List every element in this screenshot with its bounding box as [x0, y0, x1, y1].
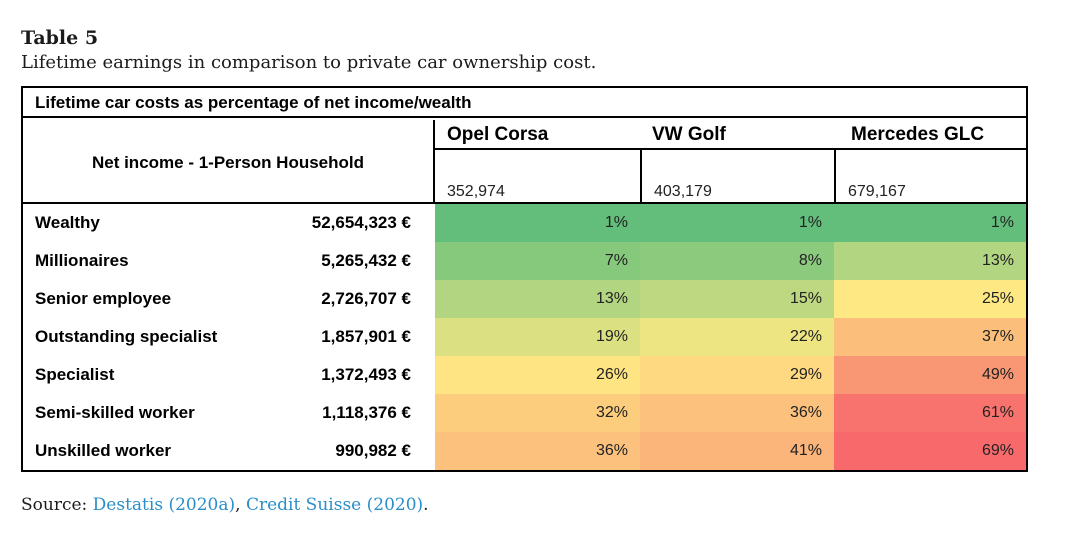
table-caption: Table 5 Lifetime earnings in comparison …: [21, 26, 596, 75]
table-row: Specialist 1,372,493 € 26% 29% 49%: [23, 356, 1026, 394]
percentage-cell: 13%: [834, 242, 1026, 280]
row-income: 52,654,323 €: [311, 213, 411, 232]
percentage-cell: 13%: [435, 280, 640, 318]
percentage-cell: 69%: [834, 432, 1026, 470]
source-prefix: Source:: [21, 495, 93, 515]
car-name-mercedes-glc: Mercedes GLC: [851, 124, 985, 145]
row-label: Unskilled worker: [35, 441, 172, 460]
percentage-cell: 29%: [640, 356, 834, 394]
row-income: 1,857,901 €: [321, 327, 411, 346]
table-row: Senior employee 2,726,707 € 13% 15% 25%: [23, 280, 1026, 318]
percentage-cell: 41%: [640, 432, 834, 470]
percentage-cell: 25%: [834, 280, 1026, 318]
row-income: 5,265,432 €: [321, 251, 411, 270]
source-link-credit-suisse[interactable]: Credit Suisse (2020): [245, 495, 424, 515]
percentage-cell: 49%: [834, 356, 1026, 394]
row-header-label: Net income - 1-Person Household: [91, 153, 365, 172]
percentage-cell: 1%: [640, 204, 834, 242]
percentage-cell: 32%: [435, 394, 640, 432]
row-label: Outstanding specialist: [35, 327, 218, 346]
table-row: Wealthy 52,654,323 €1% 1% 1%: [23, 204, 1026, 242]
car-cost-opel-corsa: 352,974: [435, 150, 640, 204]
table-description: Lifetime earnings in comparison to priva…: [21, 52, 597, 73]
row-header-cell: Net income - 1-Person Household: [23, 120, 435, 204]
source-note: Source: Destatis (2020a), Credit Suisse …: [21, 495, 429, 515]
car-name-vw-golf: VW Golf: [652, 124, 726, 145]
percentage-cell: 1%: [834, 204, 1026, 242]
row-label: Specialist: [35, 365, 115, 384]
percentage-cell: 36%: [640, 394, 834, 432]
source-link-destatis[interactable]: Destatis (2020a): [92, 495, 236, 515]
percentage-cell: 19%: [435, 318, 640, 356]
percentage-cell: 7%: [435, 242, 640, 280]
car-cost-vw-golf: 403,179: [642, 150, 834, 204]
percentage-cell: 15%: [640, 280, 834, 318]
row-label: Millionaires: [35, 251, 129, 270]
car-name-header-row: [435, 120, 1026, 150]
percentage-cell: 61%: [834, 394, 1026, 432]
row-label: Wealthy: [35, 213, 100, 232]
car-cost-value: 352,974: [447, 183, 505, 200]
percentage-cell: 26%: [435, 356, 640, 394]
percentage-cell: 22%: [640, 318, 834, 356]
table-number: Table 5: [21, 27, 99, 49]
percentage-cell: 8%: [640, 242, 834, 280]
percentage-cell: 37%: [834, 318, 1026, 356]
table-row: Unskilled worker 990,982 € 36% 41% 69%: [23, 432, 1026, 470]
source-suffix: .: [423, 495, 429, 515]
table-row: Millionaires 5,265,432 € 7% 8% 13%: [23, 242, 1026, 280]
row-income: 1,372,493 €: [321, 365, 411, 384]
table-title: Lifetime car costs as percentage of net …: [23, 88, 1026, 118]
row-income: 1,118,376 €: [322, 403, 411, 422]
car-cost-table: Lifetime car costs as percentage of net …: [21, 86, 1028, 472]
row-income: 990,982 €: [335, 441, 411, 460]
source-separator: ,: [235, 495, 246, 515]
table-row: Outstanding specialist 1,857,901 € 19% 22% 3…: [23, 318, 1026, 356]
percentage-cell: 36%: [435, 432, 640, 470]
car-cost-mercedes-glc: 679,167: [836, 150, 1026, 204]
row-income: 2,726,707 €: [321, 289, 411, 308]
column-divider: [834, 150, 836, 204]
row-label: Semi-skilled worker: [35, 403, 195, 422]
percentage-cell: 1%: [435, 204, 640, 242]
car-name-opel-corsa: Opel Corsa: [447, 124, 549, 145]
row-label: Senior employee: [35, 289, 172, 308]
column-divider: [640, 150, 642, 204]
car-cost-value: 403,179: [654, 183, 712, 200]
table-row: Semi-skilled worker 1,118,376 € 32% 36% 61%: [23, 394, 1026, 432]
car-cost-value: 679,167: [848, 183, 906, 200]
